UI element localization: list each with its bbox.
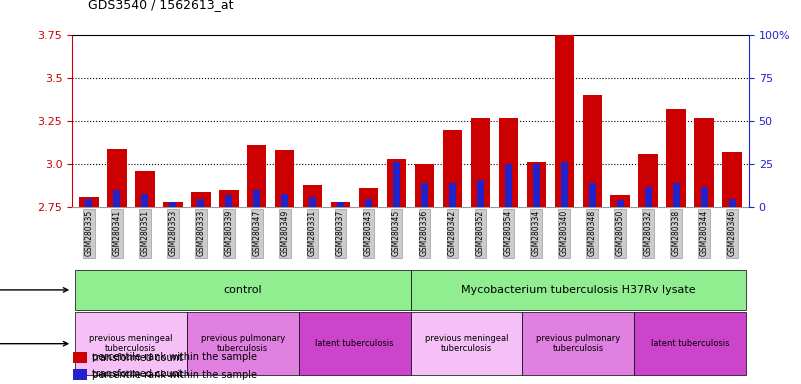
Bar <box>281 194 288 207</box>
Bar <box>505 164 512 207</box>
Bar <box>610 195 630 207</box>
Bar <box>247 145 267 207</box>
Text: previous meningeal
tuberculosis: previous meningeal tuberculosis <box>89 334 172 353</box>
Bar <box>554 35 574 207</box>
Bar <box>275 151 295 207</box>
Bar <box>533 164 540 207</box>
Bar <box>723 152 742 207</box>
Bar <box>410 312 522 375</box>
Bar <box>387 159 406 207</box>
Bar <box>337 202 344 207</box>
Bar <box>645 187 652 207</box>
Bar <box>309 197 316 207</box>
Bar <box>498 118 518 207</box>
Bar <box>86 199 92 207</box>
Bar <box>477 180 484 207</box>
Bar <box>135 171 155 207</box>
Text: GDS3540 / 1562613_at: GDS3540 / 1562613_at <box>88 0 234 12</box>
Bar <box>107 149 127 207</box>
Bar <box>410 270 747 310</box>
Bar <box>638 154 658 207</box>
Text: previous pulmonary
tuberculosis: previous pulmonary tuberculosis <box>536 334 621 353</box>
Text: latent tuberculosis: latent tuberculosis <box>316 339 394 348</box>
Text: percentile rank within the sample: percentile rank within the sample <box>92 352 257 362</box>
Bar <box>634 312 747 375</box>
Bar <box>617 200 624 207</box>
Bar <box>729 199 735 207</box>
Bar <box>393 162 400 207</box>
Bar <box>561 162 568 207</box>
Bar <box>666 109 686 207</box>
Bar <box>142 194 148 207</box>
Text: previous meningeal
tuberculosis: previous meningeal tuberculosis <box>425 334 508 353</box>
Bar <box>253 190 260 207</box>
Text: percentile rank within the sample: percentile rank within the sample <box>92 370 257 380</box>
Bar <box>365 199 372 207</box>
Bar <box>74 312 187 375</box>
Text: previous pulmonary
tuberculosis: previous pulmonary tuberculosis <box>200 334 285 353</box>
Bar <box>225 195 232 207</box>
Bar <box>673 183 679 207</box>
Bar <box>701 187 707 207</box>
Text: transformed count: transformed count <box>92 369 183 379</box>
Text: transformed count: transformed count <box>92 353 183 362</box>
Text: agent: agent <box>0 285 68 295</box>
Text: disease state: disease state <box>0 339 68 349</box>
Bar <box>79 197 99 207</box>
Bar <box>299 312 410 375</box>
Bar <box>582 95 602 207</box>
Bar <box>191 192 211 207</box>
Bar <box>526 162 546 207</box>
Bar <box>589 183 596 207</box>
Text: Mycobacterium tuberculosis H37Rv lysate: Mycobacterium tuberculosis H37Rv lysate <box>461 285 695 295</box>
Bar <box>449 183 456 207</box>
Bar <box>421 183 428 207</box>
Bar <box>303 185 323 207</box>
Text: latent tuberculosis: latent tuberculosis <box>651 339 730 348</box>
Bar <box>694 118 714 207</box>
Bar <box>163 202 183 207</box>
Bar <box>415 164 434 207</box>
Bar <box>169 202 176 207</box>
Bar <box>197 199 204 207</box>
Bar <box>219 190 239 207</box>
Bar <box>331 202 350 207</box>
Text: control: control <box>223 285 262 295</box>
Bar <box>114 190 120 207</box>
Bar <box>187 312 299 375</box>
Bar <box>522 312 634 375</box>
Bar <box>471 118 490 207</box>
Bar <box>74 270 410 310</box>
Bar <box>359 189 378 207</box>
Bar <box>443 130 462 207</box>
